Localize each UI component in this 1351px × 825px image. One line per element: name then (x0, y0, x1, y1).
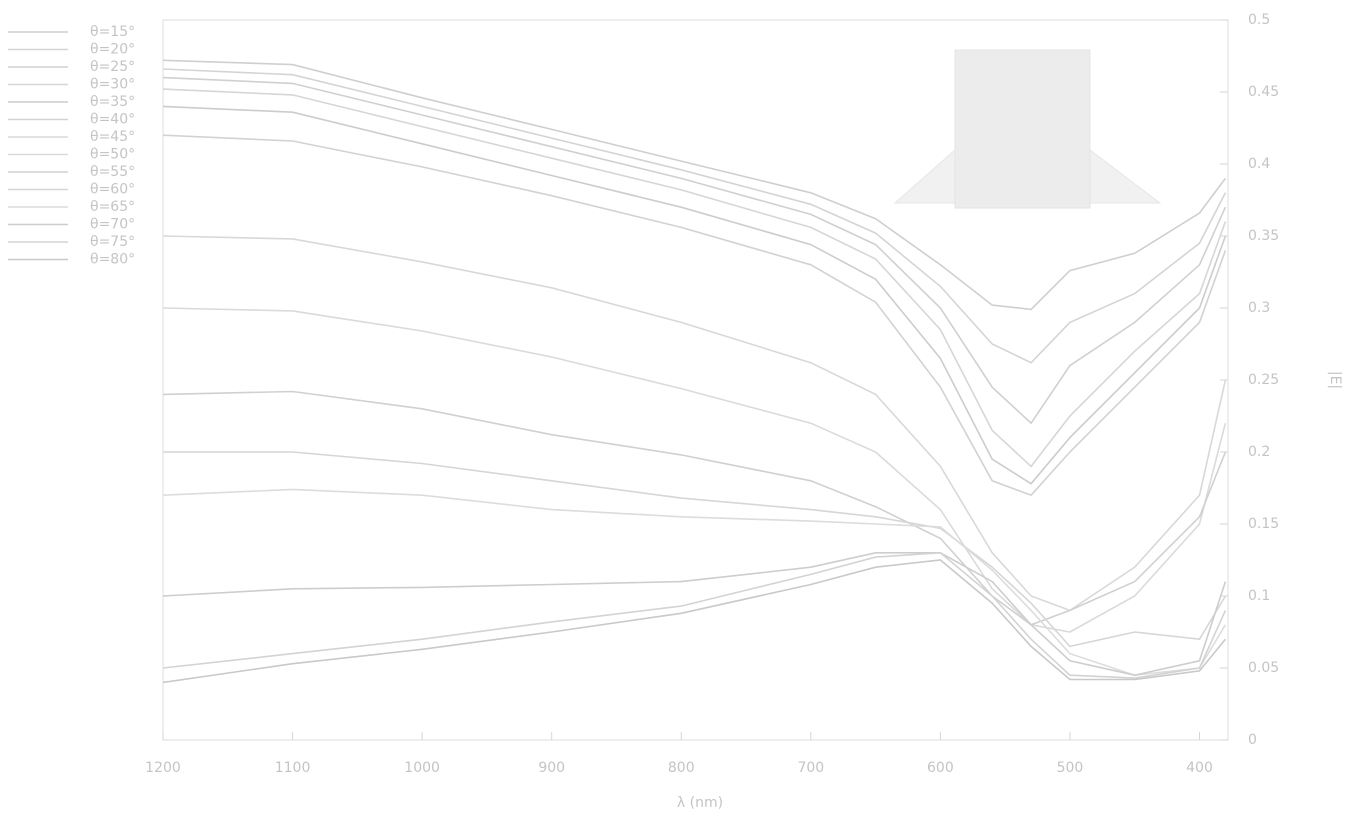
x-tick-label: 600 (927, 760, 954, 776)
y-tick-label: 0.1 (1248, 588, 1270, 604)
series-line (163, 451, 1227, 648)
y-tick-label: 0.4 (1248, 156, 1270, 172)
legend-label: θ=35° (90, 94, 135, 110)
series-line (162, 59, 1227, 311)
y-tick-label: 0.2 (1248, 444, 1270, 460)
legend-label: θ=50° (90, 147, 135, 163)
x-tick-label: 700 (797, 760, 824, 776)
series-line (162, 488, 1227, 677)
legend-label: θ=20° (90, 42, 135, 58)
series-line (162, 559, 1227, 684)
series-line (162, 105, 1227, 485)
series-line (162, 551, 1227, 679)
legend-label: θ=45° (90, 129, 135, 145)
y-tick-label: 0.5 (1248, 12, 1270, 28)
x-tick-label: 800 (668, 760, 695, 776)
series-line (162, 390, 1227, 626)
y-tick-label: 0.45 (1248, 84, 1279, 100)
legend-label: θ=80° (90, 252, 135, 268)
x-tick-label: 900 (538, 760, 565, 776)
legend-label: θ=55° (90, 164, 135, 180)
x-axis-label: λ (nm) (677, 795, 723, 811)
series-line (162, 68, 1227, 364)
x-tick-label: 400 (1186, 760, 1213, 776)
legend-label: θ=65° (90, 199, 135, 215)
series-line (162, 235, 1227, 612)
x-tick-label: 1200 (145, 760, 181, 776)
inset-figure (893, 49, 1162, 209)
legend-label: θ=70° (90, 217, 135, 233)
legend-label: θ=15° (90, 24, 135, 40)
legend-label: θ=75° (90, 234, 135, 250)
legend-label: θ=60° (90, 182, 135, 198)
series-line (162, 552, 1227, 677)
y-tick-label: 0 (1248, 732, 1257, 748)
legend-label: θ=25° (90, 59, 135, 75)
x-tick-label: 1000 (404, 760, 440, 776)
y-tick-label: 0.3 (1248, 300, 1270, 316)
y-axis-label: |E| (1327, 371, 1343, 389)
series-line (162, 88, 1227, 468)
y-tick-label: 0.25 (1248, 372, 1279, 388)
y-tick-label: 0.15 (1248, 516, 1279, 532)
series-line (162, 134, 1227, 497)
x-tick-label: 1100 (275, 760, 311, 776)
series-line (162, 76, 1227, 425)
legend-label: θ=30° (90, 77, 135, 93)
y-tick-label: 0.35 (1248, 228, 1279, 244)
x-tick-label: 500 (1057, 760, 1084, 776)
series-line (162, 307, 1227, 633)
y-tick-label: 0.05 (1248, 660, 1279, 676)
legend-label: θ=40° (90, 112, 135, 128)
